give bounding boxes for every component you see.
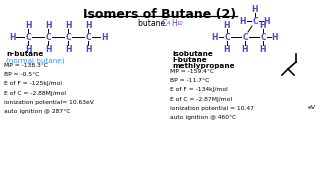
Text: 10: 10 <box>176 21 183 26</box>
Text: n-butane: n-butane <box>6 51 43 57</box>
Text: C: C <box>25 33 31 42</box>
Text: butane: butane <box>138 19 167 28</box>
Text: C: C <box>224 33 230 42</box>
Text: H: H <box>240 17 246 26</box>
Text: H: H <box>224 21 230 30</box>
Text: MP = -138.3°C: MP = -138.3°C <box>4 63 48 68</box>
Text: (normal butane): (normal butane) <box>6 57 65 64</box>
Text: BP = -11.7°C: BP = -11.7°C <box>170 78 209 83</box>
Text: auto ignition @ 460°C: auto ignition @ 460°C <box>170 115 236 120</box>
Text: E of C = -2.87MJ/mol: E of C = -2.87MJ/mol <box>170 97 232 102</box>
Text: methlypropane: methlypropane <box>172 63 235 69</box>
Text: E of F = -134kJ/mol: E of F = -134kJ/mol <box>170 87 228 92</box>
Text: H: H <box>264 17 270 26</box>
Text: C: C <box>260 33 266 42</box>
Text: I-butane: I-butane <box>172 57 207 63</box>
Text: C: C <box>85 33 91 42</box>
Text: C: C <box>252 17 258 26</box>
Text: H: H <box>85 44 91 53</box>
Text: MP = -159.4°C: MP = -159.4°C <box>170 69 214 74</box>
Text: H: H <box>260 21 266 30</box>
Text: H: H <box>45 21 51 30</box>
Text: H: H <box>101 33 107 42</box>
Text: H: H <box>212 33 218 42</box>
Text: H: H <box>65 21 71 30</box>
Text: BP = -0.5°C: BP = -0.5°C <box>4 72 39 77</box>
Text: ionization potential = 10.47: ionization potential = 10.47 <box>170 106 254 111</box>
Text: H: H <box>224 44 230 53</box>
Text: isobutane: isobutane <box>172 51 213 57</box>
Text: C: C <box>162 19 167 28</box>
Text: H: H <box>272 33 278 42</box>
Text: 4: 4 <box>167 21 170 26</box>
Text: C: C <box>242 33 248 42</box>
Text: H: H <box>9 33 15 42</box>
Text: C: C <box>65 33 71 42</box>
Text: E of F = -125kJ/mol: E of F = -125kJ/mol <box>4 81 62 86</box>
Text: H: H <box>171 19 177 28</box>
Text: H: H <box>85 21 91 30</box>
Text: eV: eV <box>308 105 316 110</box>
Text: H: H <box>45 44 51 53</box>
Text: Isomers of Butane (2): Isomers of Butane (2) <box>84 8 236 21</box>
Text: H: H <box>25 44 31 53</box>
Text: C: C <box>45 33 51 42</box>
Text: auto ignition @ 287°C: auto ignition @ 287°C <box>4 109 70 114</box>
Text: H: H <box>260 44 266 53</box>
Text: H: H <box>252 4 258 14</box>
Text: H: H <box>242 44 248 53</box>
Text: E of C = -2.88MJ/mol: E of C = -2.88MJ/mol <box>4 91 66 96</box>
Text: ionization potential= 10.63eV: ionization potential= 10.63eV <box>4 100 94 105</box>
Text: H: H <box>25 21 31 30</box>
Text: H: H <box>65 44 71 53</box>
